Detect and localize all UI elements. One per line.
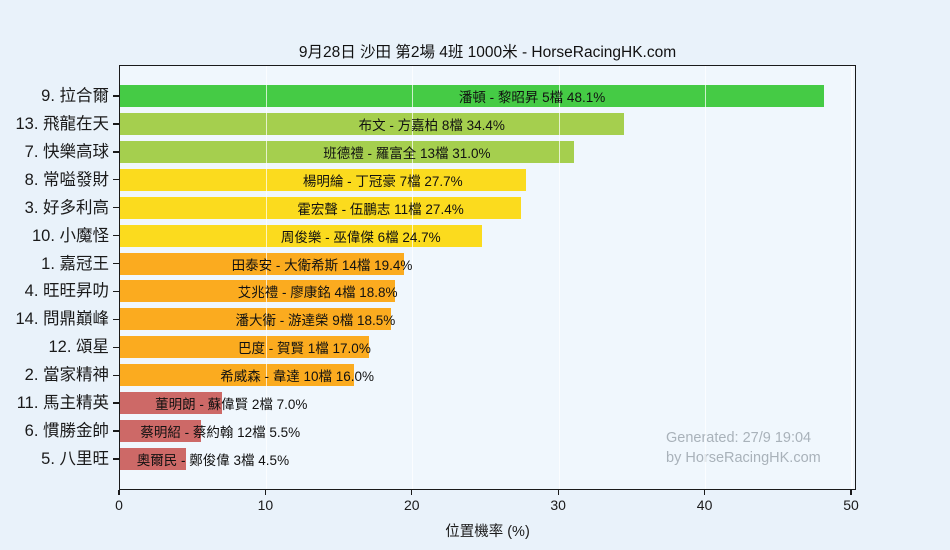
bar-horse-5 xyxy=(120,447,186,470)
x-tick-40 xyxy=(703,490,706,495)
gridline-50 xyxy=(851,66,853,489)
bar-horse-10 xyxy=(120,224,482,247)
y-axis-label-horse-12: 12. 頌星 xyxy=(48,338,109,357)
x-tick-label-40: 40 xyxy=(696,497,713,513)
y-axis-label-horse-8: 8. 常嗌發財 xyxy=(24,170,109,189)
y-tick-horse-9 xyxy=(113,95,120,97)
bar-horse-2 xyxy=(120,364,355,387)
bar-label-horse-10: 周俊樂 - 巫偉傑 6檔 24.7% xyxy=(280,229,441,245)
y-tick-horse-1 xyxy=(113,262,120,265)
y-axis-label-horse-10: 10. 小魔怪 xyxy=(31,226,109,245)
bar-label-horse-4: 艾兆禮 - 廖康銘 4檔 18.8% xyxy=(237,285,398,301)
bar-horse-12 xyxy=(120,336,369,359)
x-tick-10 xyxy=(264,490,267,495)
bar-label-horse-12: 巴度 - 賀賢 1檔 17.0% xyxy=(238,341,371,357)
bar-horse-1 xyxy=(120,252,405,275)
y-tick-horse-13 xyxy=(113,123,120,125)
y-tick-horse-11 xyxy=(113,402,120,404)
x-tick-label-10: 10 xyxy=(257,497,274,513)
plot-area: 9. 拉合爾 潘頓 - 黎昭昇 5檔 48.1% 13. 飛龍在天 布文 - 方嘉柏 … xyxy=(15,65,856,490)
bar-horse-7 xyxy=(120,140,574,163)
bar-horse-3 xyxy=(120,196,522,219)
watermark-line2: by HorseRacingHK.com xyxy=(666,449,821,466)
x-tick-30 xyxy=(557,490,559,495)
bar-label-horse-3: 霍宏聲 - 伍鵬志 11檔 27.4% xyxy=(297,201,464,217)
gridline-10 xyxy=(265,66,268,489)
y-tick-horse-5 xyxy=(113,458,120,460)
bar-horse-4 xyxy=(120,280,396,303)
bar-label-horse-5: 奧爾民 - 鄭俊偉 3檔 4.5% xyxy=(136,452,290,468)
y-tick-horse-3 xyxy=(113,206,120,209)
bar-horse-11 xyxy=(120,392,223,415)
y-tick-horse-10 xyxy=(113,234,120,237)
x-tick-20 xyxy=(411,490,413,495)
bar-horse-6 xyxy=(120,420,201,443)
y-axis-label-horse-7: 7. 快樂高球 xyxy=(24,142,109,161)
y-tick-horse-8 xyxy=(113,179,120,181)
x-axis-label: 位置機率 (%) xyxy=(445,524,530,540)
y-axis-label-horse-13: 13. 飛龍在天 xyxy=(15,114,109,133)
bar-label-horse-6: 蔡明紹 - 蔡約翰 12檔 5.5% xyxy=(140,425,301,441)
y-tick-horse-4 xyxy=(113,290,120,293)
y-axis-label-horse-14: 14. 問鼎巔峰 xyxy=(15,310,109,329)
y-tick-horse-7 xyxy=(113,151,120,153)
watermark: Generated: 27/9 19:04 by HorseRacingHK.c… xyxy=(666,429,821,468)
y-tick-horse-12 xyxy=(113,346,120,348)
y-axis-label-horse-1: 1. 嘉冠王 xyxy=(41,254,109,273)
y-axis-label-horse-5: 5. 八里旺 xyxy=(41,449,109,468)
chart-title: 9月28日 沙田 第2場 4班 1000米 - HorseRacingHK.co… xyxy=(298,44,677,61)
bar-horse-13 xyxy=(120,112,624,135)
y-axis-label-horse-3: 3. 好多利高 xyxy=(24,198,109,217)
bar-horse-8 xyxy=(120,168,526,191)
y-axis-label-horse-4: 4. 旺旺昇叻 xyxy=(24,282,109,301)
y-axis-label-horse-6: 6. 慣勝金帥 xyxy=(24,422,109,441)
watermark-line1: Generated: 27/9 19:04 xyxy=(666,430,812,446)
x-tick-label-20: 20 xyxy=(404,497,420,513)
bar-label-horse-7: 班德禮 - 羅富全 13檔 31.0% xyxy=(323,145,491,161)
bar-label-horse-14: 潘大衛 - 游達榮 9檔 18.5% xyxy=(235,313,396,329)
x-tick-label-30: 30 xyxy=(550,497,566,513)
gridline-20 xyxy=(412,66,414,489)
bar-label-horse-2: 希威森 - 韋達 10檔 16.0% xyxy=(220,369,375,385)
gridline-40 xyxy=(704,66,707,489)
x-tick-0 xyxy=(118,490,120,495)
bar-horse-14 xyxy=(120,308,391,331)
y-axis-label-horse-9: 9. 拉合爾 xyxy=(41,87,109,105)
gridline-30 xyxy=(558,66,560,489)
x-tick-50 xyxy=(850,490,852,495)
bar-label-horse-8: 楊明綸 - 丁冠豪 7檔 27.7% xyxy=(302,173,463,189)
bar-label-horse-1: 田泰安 - 大衛希斯 14檔 19.4% xyxy=(231,257,413,273)
bar-label-horse-13: 布文 - 方嘉柏 8檔 34.4% xyxy=(358,117,505,133)
y-tick-horse-6 xyxy=(113,430,120,432)
x-tick-label-50: 50 xyxy=(843,497,859,513)
bar-label-horse-9: 潘頓 - 黎昭昇 5檔 48.1% xyxy=(458,90,606,105)
y-axis-label-horse-2: 2. 當家精神 xyxy=(24,366,109,385)
y-tick-horse-14 xyxy=(113,318,120,321)
y-axis-label-horse-11: 11. 馬主精英 xyxy=(16,394,109,413)
bar-label-horse-11: 董明朗 - 蘇偉賢 2檔 7.0% xyxy=(155,397,308,413)
x-tick-label-0: 0 xyxy=(115,497,123,513)
y-tick-horse-2 xyxy=(113,374,120,376)
bar-horse-9 xyxy=(120,85,825,107)
